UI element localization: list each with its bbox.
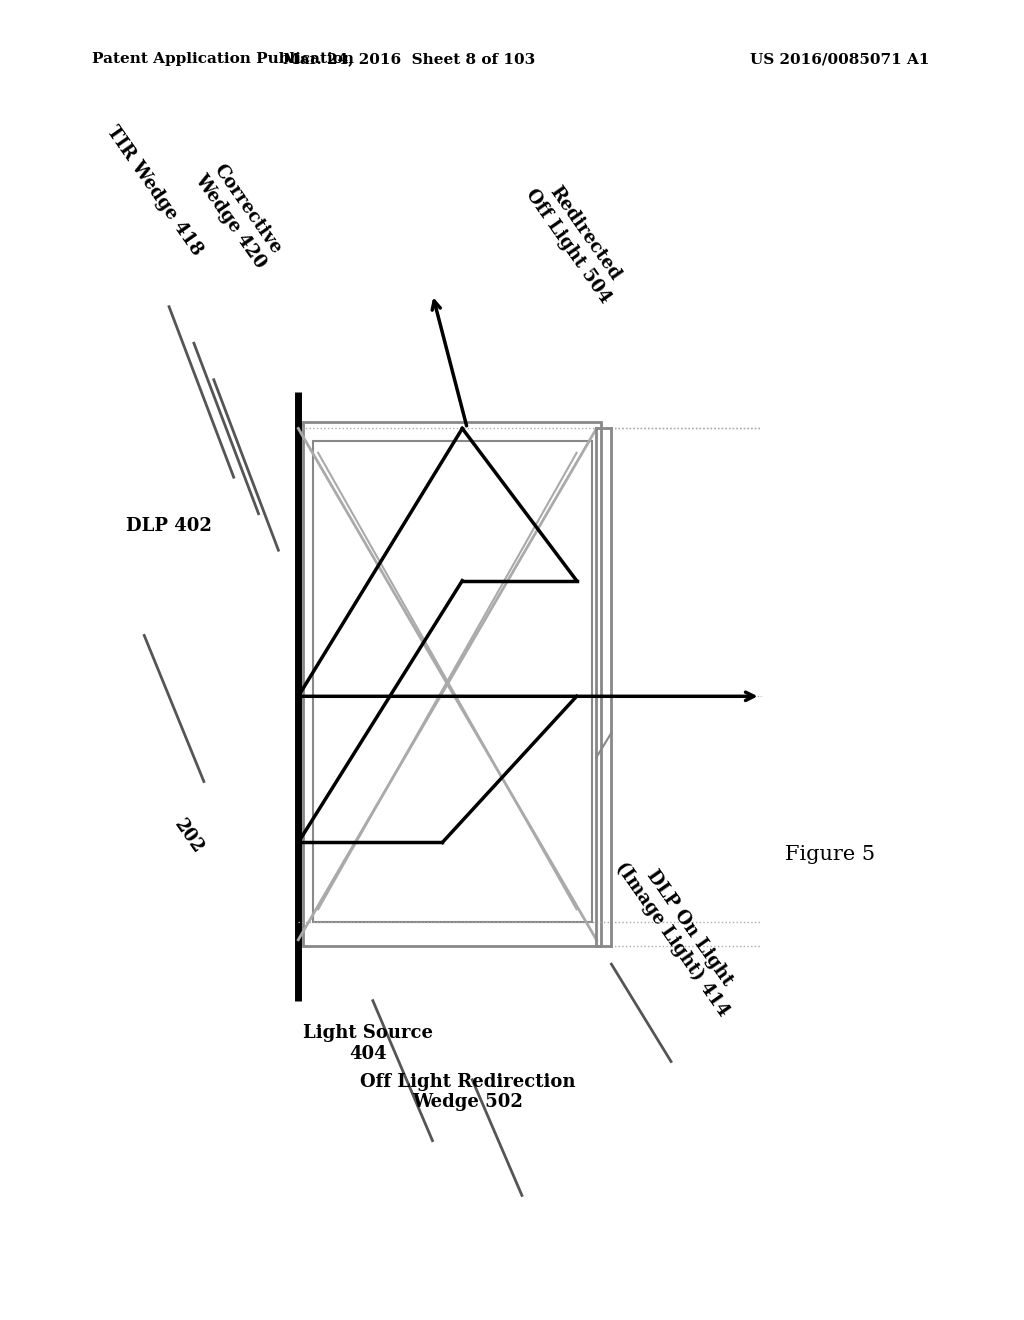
Text: Off Light Redirection
Wedge 502: Off Light Redirection Wedge 502 — [359, 1073, 575, 1111]
Text: 202: 202 — [171, 816, 207, 857]
Text: Mar. 24, 2016  Sheet 8 of 103: Mar. 24, 2016 Sheet 8 of 103 — [284, 53, 536, 66]
Text: Light Source
404: Light Source 404 — [303, 1024, 433, 1063]
Text: Patent Application Publication: Patent Application Publication — [92, 53, 354, 66]
Text: US 2016/0085071 A1: US 2016/0085071 A1 — [750, 53, 930, 66]
Text: Figure 5: Figure 5 — [785, 845, 876, 865]
Text: DLP 402: DLP 402 — [126, 517, 212, 535]
Text: DLP On Light
(Image Light) 414: DLP On Light (Image Light) 414 — [612, 847, 750, 1020]
Text: Redirected
Off Light 504: Redirected Off Light 504 — [522, 173, 631, 306]
Text: TIR Wedge 418: TIR Wedge 418 — [102, 123, 206, 259]
Text: Corrective
Wedge 420: Corrective Wedge 420 — [191, 158, 287, 272]
